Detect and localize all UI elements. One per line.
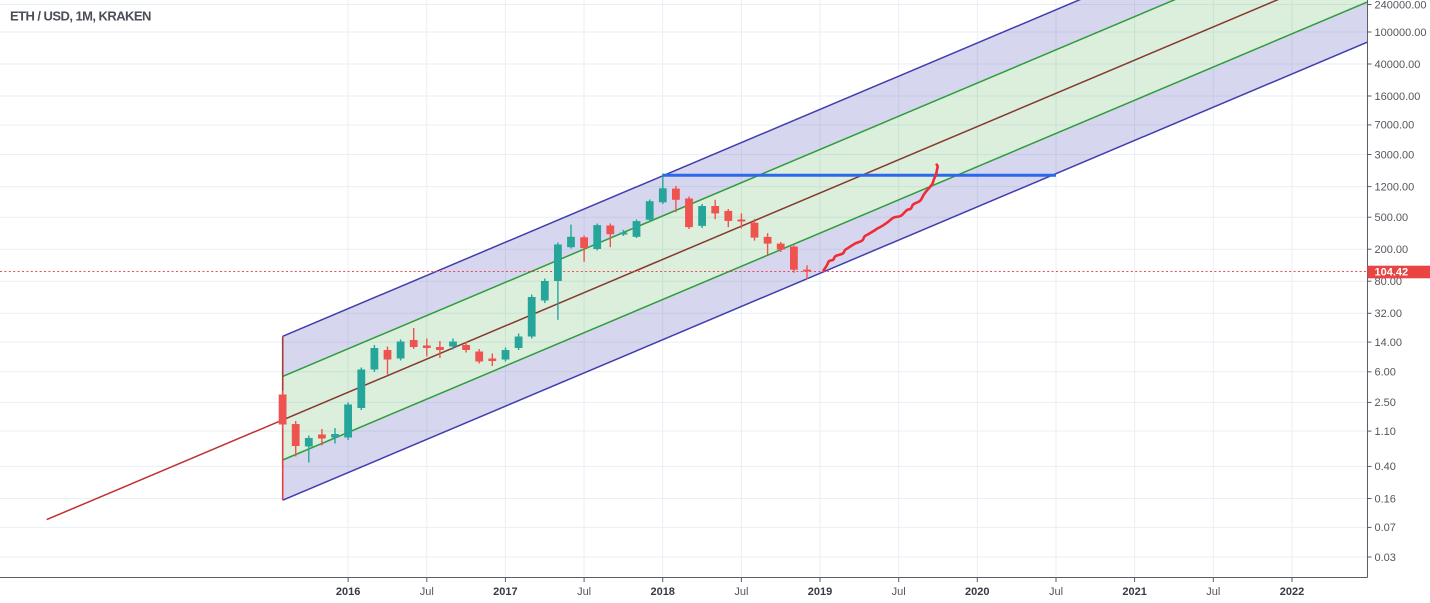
svg-text:6.00: 6.00 bbox=[1375, 367, 1396, 379]
svg-text:0.16: 0.16 bbox=[1375, 493, 1396, 505]
svg-text:240000.00: 240000.00 bbox=[1375, 0, 1427, 11]
svg-text:2.50: 2.50 bbox=[1375, 397, 1396, 409]
svg-text:Jul: Jul bbox=[1206, 586, 1220, 598]
svg-text:80.00: 80.00 bbox=[1375, 276, 1403, 288]
svg-text:32.00: 32.00 bbox=[1375, 308, 1403, 320]
svg-text:3000.00: 3000.00 bbox=[1375, 149, 1415, 161]
svg-text:14.00: 14.00 bbox=[1375, 337, 1403, 349]
svg-text:500.00: 500.00 bbox=[1375, 212, 1409, 224]
svg-text:Jul: Jul bbox=[420, 586, 434, 598]
svg-text:1.10: 1.10 bbox=[1375, 426, 1396, 438]
svg-text:104.42: 104.42 bbox=[1375, 267, 1409, 279]
svg-text:100000.00: 100000.00 bbox=[1375, 27, 1427, 39]
svg-text:2022: 2022 bbox=[1280, 586, 1304, 598]
svg-text:2016: 2016 bbox=[336, 586, 360, 598]
svg-text:2020: 2020 bbox=[965, 586, 989, 598]
svg-text:200.00: 200.00 bbox=[1375, 244, 1409, 256]
svg-text:7000.00: 7000.00 bbox=[1375, 120, 1415, 132]
svg-text:40000.00: 40000.00 bbox=[1375, 59, 1421, 71]
svg-text:ETH / USD, 1M, KRAKEN: ETH / USD, 1M, KRAKEN bbox=[10, 8, 151, 23]
svg-text:2019: 2019 bbox=[808, 586, 832, 598]
svg-text:Jul: Jul bbox=[892, 586, 906, 598]
svg-text:2017: 2017 bbox=[493, 586, 517, 598]
svg-text:0.40: 0.40 bbox=[1375, 461, 1396, 473]
svg-text:Jul: Jul bbox=[734, 586, 748, 598]
svg-text:Jul: Jul bbox=[577, 586, 591, 598]
svg-text:0.03: 0.03 bbox=[1375, 552, 1396, 564]
svg-text:2021: 2021 bbox=[1122, 586, 1146, 598]
svg-text:0.07: 0.07 bbox=[1375, 522, 1396, 534]
svg-text:Jul: Jul bbox=[1049, 586, 1063, 598]
svg-text:1200.00: 1200.00 bbox=[1375, 181, 1415, 193]
svg-text:16000.00: 16000.00 bbox=[1375, 91, 1421, 103]
svg-text:2018: 2018 bbox=[650, 586, 674, 598]
